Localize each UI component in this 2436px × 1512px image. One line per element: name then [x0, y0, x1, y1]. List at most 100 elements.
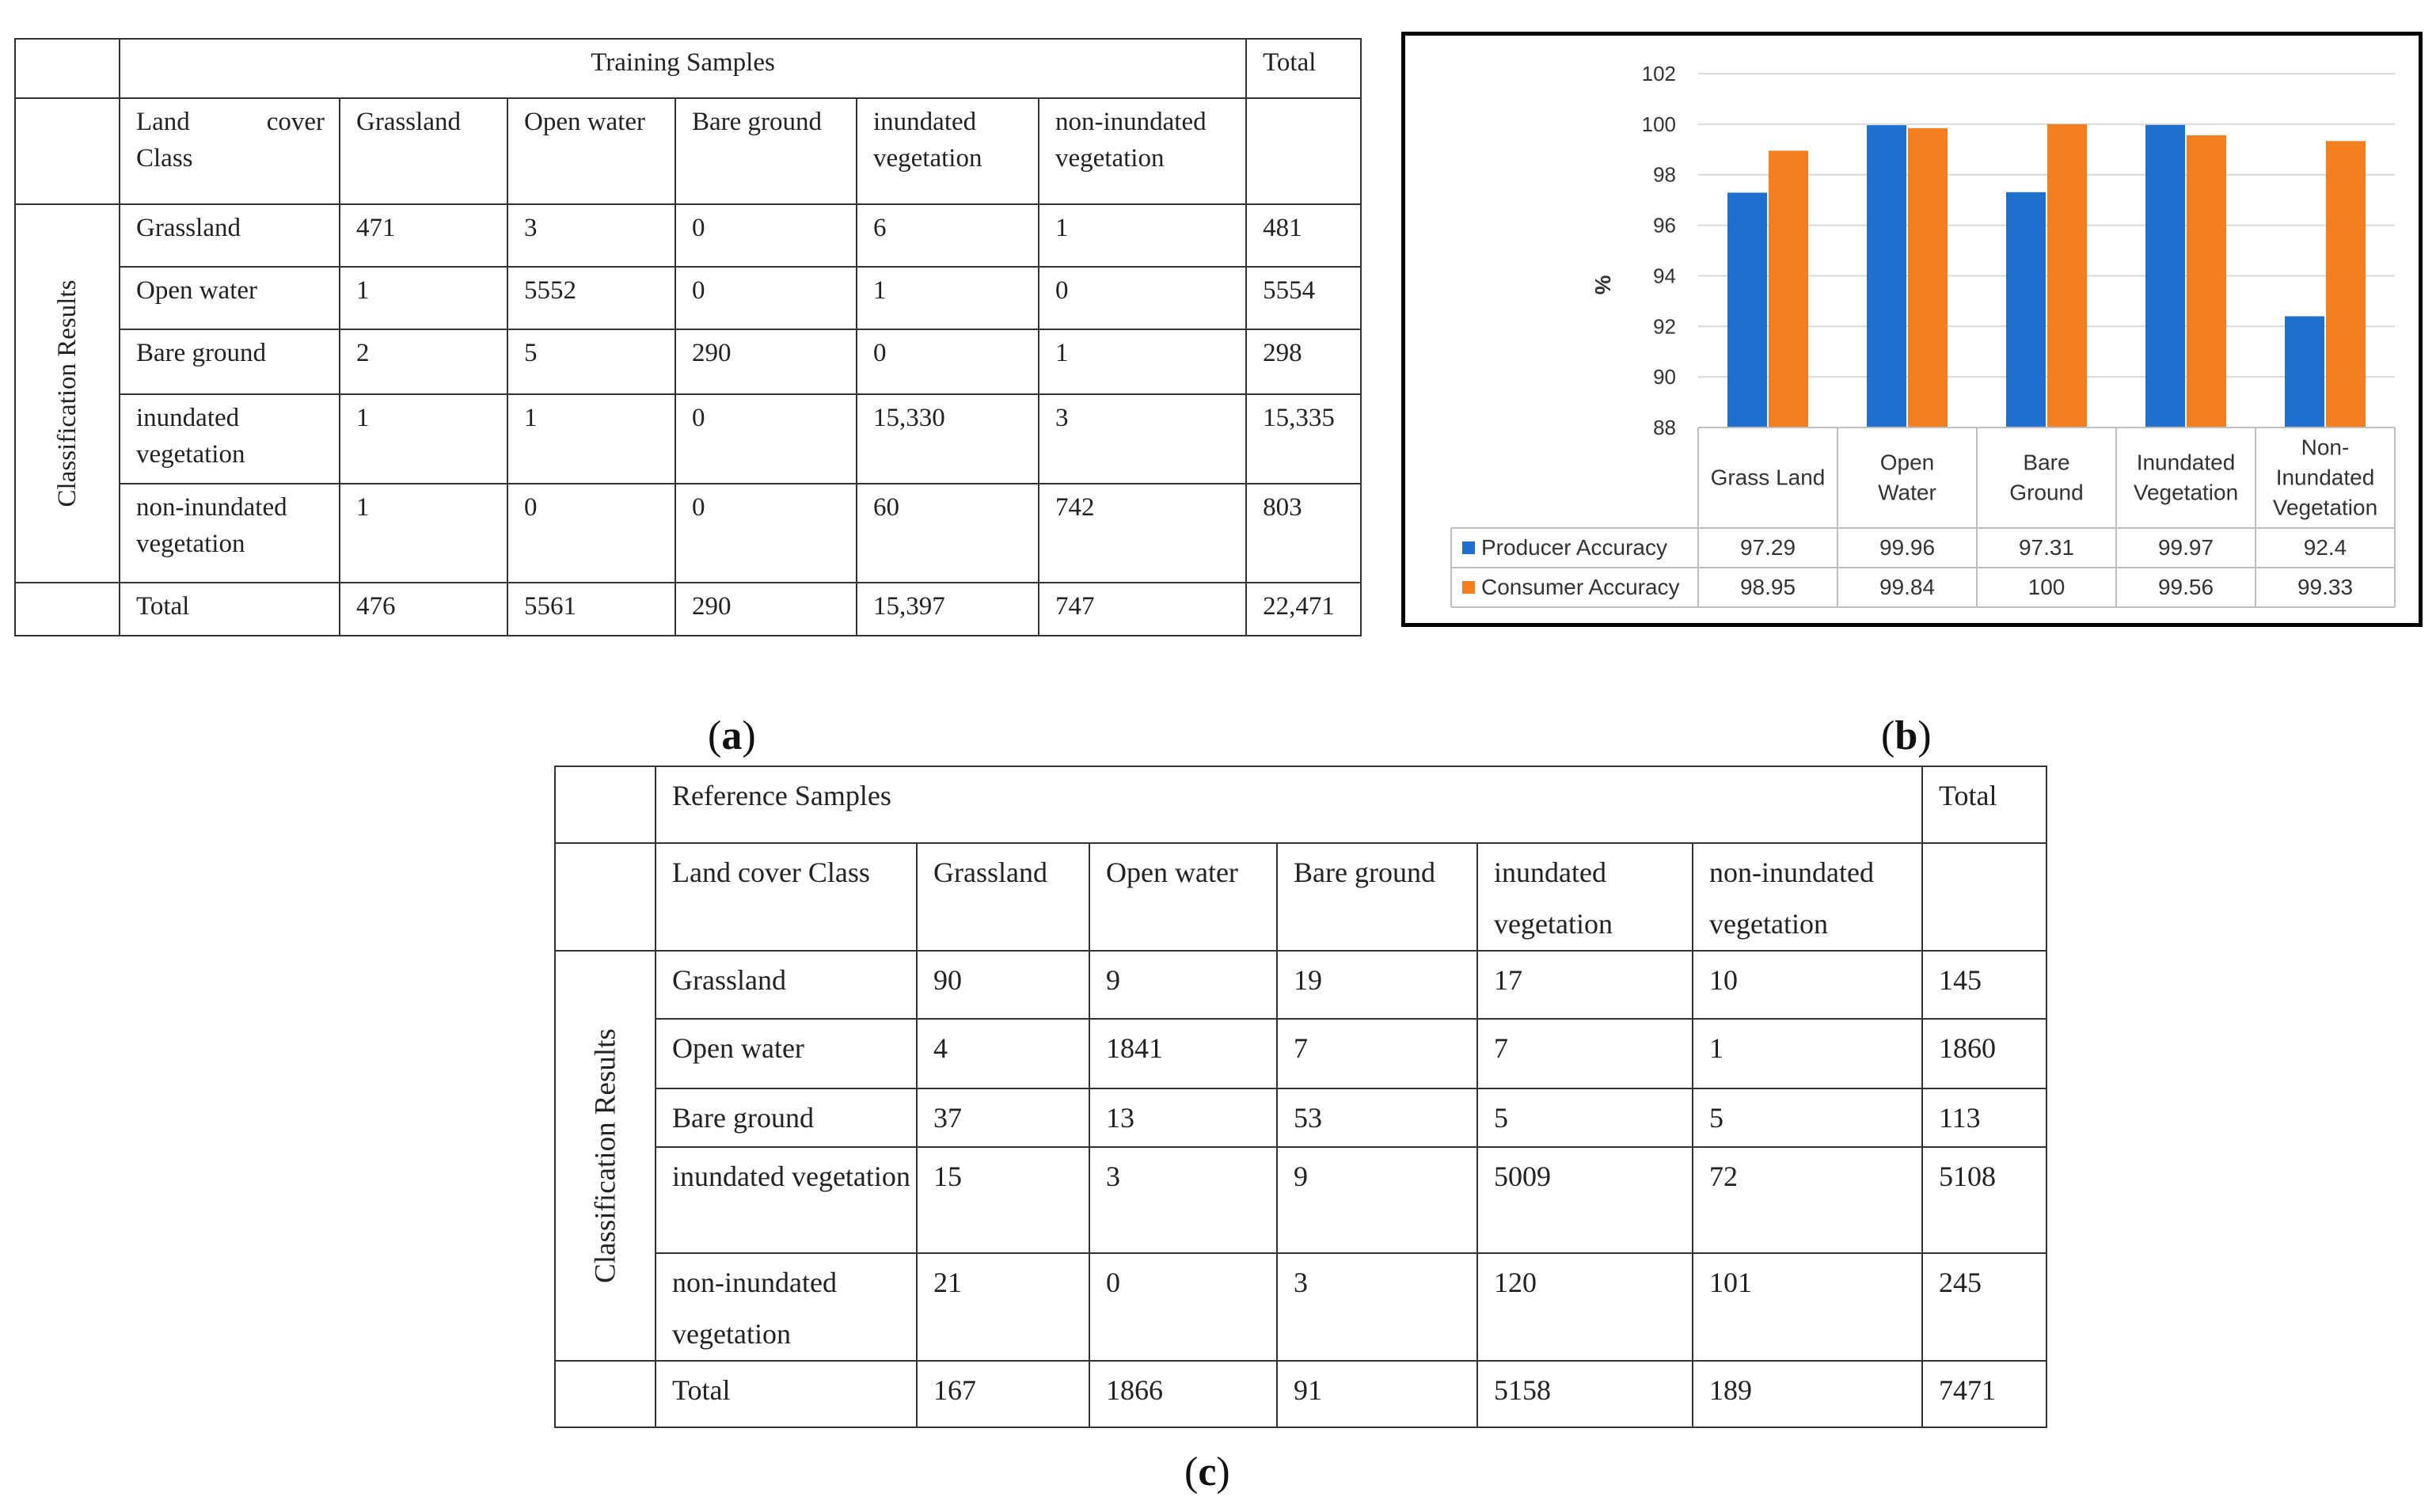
y-tick-label: 94 [1653, 264, 1676, 287]
total-header: Total [1921, 765, 2047, 844]
empty-cell [14, 582, 120, 636]
cell-value: 15,330 [856, 393, 1039, 484]
row-total: 245 [1921, 1252, 2047, 1362]
bar-consumer [2326, 141, 2366, 428]
reference-samples-header: Reference Samples [655, 765, 1923, 844]
cell-value: 0 [675, 393, 857, 484]
legend-label: Producer Accuracy [1481, 535, 1667, 560]
training-samples-header: Training Samples [118, 38, 1248, 99]
cell-value: 90 [916, 950, 1090, 1020]
row-label: Bare ground [119, 329, 340, 395]
column-header: Open water [1089, 842, 1278, 952]
table-row: non-inundated vegetation 1 0 0 60 742 80… [15, 483, 1362, 583]
cell-value: 7 [1276, 1018, 1478, 1089]
corner-cell [14, 97, 120, 205]
cell-value: 1 [1037, 203, 1248, 268]
row-total: 145 [1921, 950, 2047, 1020]
cell-value: 0 [1037, 266, 1248, 330]
data-label: 97.29 [1740, 535, 1796, 560]
cell-value: 17 [1476, 950, 1693, 1020]
data-label: 99.97 [2158, 535, 2214, 560]
land-cover-class-header: Land cover Class [655, 842, 918, 952]
bar-producer [1867, 125, 1906, 427]
reference-confusion-table: Reference Samples Total Land cover Class… [554, 765, 2047, 1428]
cell-value: 19 [1276, 950, 1478, 1020]
cell-value: 0 [675, 266, 857, 330]
classification-results-label: Classification Results [554, 950, 656, 1362]
cell-value: 4 [916, 1018, 1090, 1089]
cell-value: 0 [1089, 1252, 1278, 1362]
cell-value: 60 [856, 483, 1039, 583]
total-row: Total 476 5561 290 15,397 747 22,471 [14, 582, 1362, 636]
cell-value: 101 [1692, 1252, 1923, 1362]
x-tick-label: Non- [2301, 435, 2350, 460]
x-tick-label: Vegetation [2134, 481, 2238, 505]
data-label: 99.96 [1879, 535, 1935, 560]
grand-total: 22,471 [1245, 582, 1362, 636]
cell-value: 3 [1089, 1146, 1278, 1254]
data-label: 99.56 [2158, 575, 2214, 599]
x-tick-label: Inundated [2276, 465, 2375, 490]
cell-value: 72 [1692, 1146, 1923, 1254]
accuracy-chart: 88 90 92 94 96 98 100 102% Grass Land Open Water Ba… [1401, 32, 2423, 627]
cell-value: 1866 [1089, 1360, 1278, 1428]
y-tick-label: 90 [1653, 365, 1676, 389]
cell-value: 3 [1276, 1252, 1478, 1362]
cell-value: 37 [916, 1088, 1090, 1148]
x-tick-label: Vegetation [2273, 496, 2377, 520]
x-tick-label: Inundated [2137, 450, 2236, 475]
corner-cell [554, 765, 656, 844]
row-total: 298 [1245, 329, 1362, 395]
legend-swatch [1462, 541, 1475, 554]
bar-producer [1727, 192, 1767, 427]
cell-value: 1 [1692, 1018, 1923, 1089]
cell-value: 5 [507, 329, 676, 395]
cell-value: 13 [1089, 1088, 1278, 1148]
cell-value: 0 [507, 483, 676, 583]
y-tick-label: 88 [1653, 416, 1676, 439]
cell-value: 1 [1037, 329, 1248, 395]
caption-a: (a) [708, 713, 756, 758]
cell-value: 91 [1276, 1360, 1478, 1428]
cell-value: 167 [916, 1360, 1090, 1428]
legend-swatch [1462, 581, 1475, 594]
row-label: Open water [119, 266, 340, 330]
row-total: 1860 [1921, 1018, 2047, 1089]
total-header: Total [1245, 38, 1362, 99]
cell-value: 1 [339, 393, 508, 484]
table-row: Open water 4 1841 7 7 1 1860 [555, 1018, 2047, 1089]
empty-cell [1921, 842, 2047, 952]
total-row: Total 167 1866 91 5158 189 7471 [554, 1360, 2047, 1428]
table-row: Open water 1 5552 0 1 0 5554 [15, 266, 1362, 330]
cell-value: 5552 [507, 266, 676, 330]
cell-value: 189 [1692, 1360, 1923, 1428]
table-row: inundated vegetation 15 3 9 5009 72 5108 [555, 1146, 2047, 1254]
data-label: 97.31 [2019, 535, 2074, 560]
cell-value: 476 [339, 582, 508, 636]
row-label: non-inundated vegetation [119, 483, 340, 583]
cell-value: 7 [1476, 1018, 1693, 1089]
cell-value: 1 [507, 393, 676, 484]
y-axis-label: % [1590, 275, 1615, 295]
row-label: Grassland [119, 203, 340, 268]
bar-consumer [1908, 127, 1948, 428]
legend-label: Consumer Accuracy [1481, 575, 1680, 599]
corner-cell [554, 842, 656, 952]
row-label: Bare ground [655, 1088, 918, 1148]
table-row: Classification Results Grassland 90 9 19… [554, 950, 2047, 1362]
cell-value: 5009 [1476, 1146, 1693, 1254]
data-label: 98.95 [1740, 575, 1796, 599]
table-row: non-inundated vegetation 21 0 3 120 101 … [555, 1252, 2047, 1362]
bar-producer [2285, 316, 2324, 427]
cell-value: 6 [856, 203, 1039, 268]
data-label: 92.4 [2304, 535, 2347, 560]
cell-value: 5 [1692, 1088, 1923, 1148]
cell-value: 5561 [507, 582, 676, 636]
row-label: Total [655, 1360, 918, 1428]
x-tick-label: Ground [2009, 481, 2083, 505]
row-total: 5108 [1921, 1146, 2047, 1254]
cell-value: 1841 [1089, 1018, 1278, 1089]
cell-value: 1 [339, 266, 508, 330]
empty-cell [554, 1360, 656, 1428]
row-total: 481 [1245, 203, 1362, 268]
